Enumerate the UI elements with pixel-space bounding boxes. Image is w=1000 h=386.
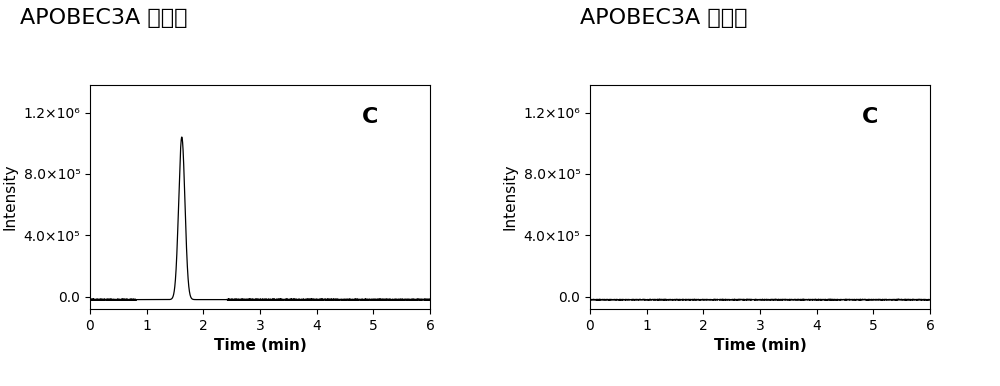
X-axis label: Time (min): Time (min) bbox=[214, 338, 306, 353]
Text: APOBEC3A 处理后: APOBEC3A 处理后 bbox=[580, 8, 748, 28]
Text: C: C bbox=[862, 107, 878, 127]
Text: APOBEC3A 处理前: APOBEC3A 处理前 bbox=[20, 8, 188, 28]
X-axis label: Time (min): Time (min) bbox=[714, 338, 806, 353]
Text: C: C bbox=[362, 107, 378, 127]
Y-axis label: Intensity: Intensity bbox=[3, 164, 18, 230]
Y-axis label: Intensity: Intensity bbox=[503, 164, 518, 230]
